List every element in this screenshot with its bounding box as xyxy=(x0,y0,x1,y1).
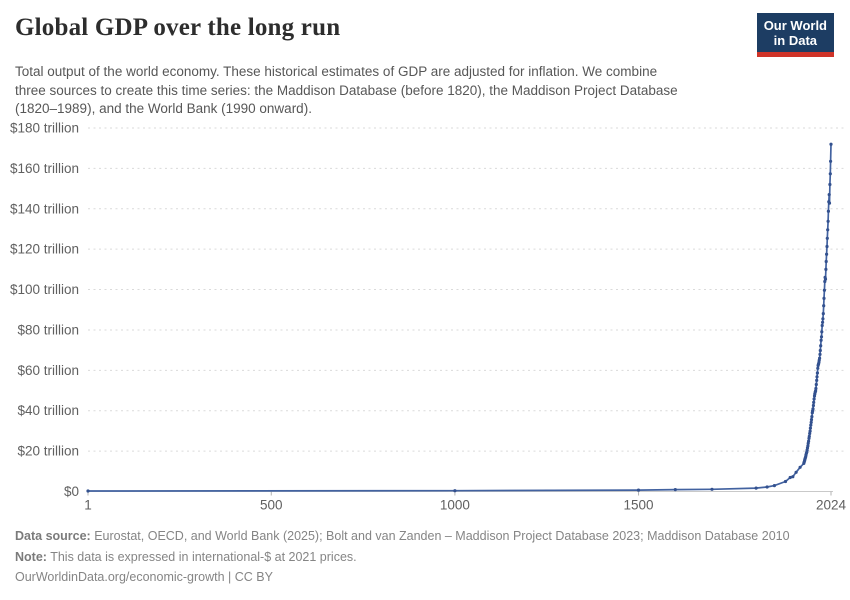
chart-footer: Data source: Eurostat, OECD, and World B… xyxy=(15,526,790,588)
y-axis-label: $40 trillion xyxy=(17,403,79,418)
gdp-data-point xyxy=(829,142,833,146)
y-axis-label: $180 trillion xyxy=(10,121,79,136)
gdp-data-point xyxy=(772,484,777,488)
footer-note: Note: This data is expressed in internat… xyxy=(15,547,790,568)
owid-logo-text-line1: Our World xyxy=(763,18,827,33)
gdp-data-point xyxy=(798,465,802,469)
x-axis-label: 1000 xyxy=(440,498,470,513)
gdp-data-point xyxy=(821,320,825,324)
gdp-data-point xyxy=(828,172,832,176)
x-axis-label: 1 xyxy=(84,498,92,513)
gdp-data-point xyxy=(821,317,825,321)
gdp-data-point xyxy=(822,304,826,308)
gdp-data-point xyxy=(807,434,811,438)
y-axis-label: $80 trillion xyxy=(17,322,79,337)
footer-note-text: This data is expressed in international-… xyxy=(50,549,357,564)
gdp-data-point xyxy=(818,352,822,356)
gdp-data-point xyxy=(825,236,829,240)
gdp-data-point xyxy=(453,489,457,493)
footer-source-text: Eurostat, OECD, and World Bank (2025); B… xyxy=(94,529,790,543)
y-axis-label: $140 trillion xyxy=(10,201,79,216)
gdp-data-point xyxy=(826,209,831,213)
gdp-data-point xyxy=(788,475,792,480)
gdp-data-point xyxy=(811,403,816,408)
gdp-data-point xyxy=(822,288,827,292)
gdp-data-point xyxy=(710,487,714,491)
chart-subtitle: Total output of the world economy. These… xyxy=(15,63,678,119)
gdp-data-point xyxy=(819,335,824,339)
gdp-data-point xyxy=(812,397,816,401)
gdp-data-point xyxy=(815,375,819,379)
gdp-line xyxy=(87,143,832,492)
gdp-data-point xyxy=(827,201,832,205)
gdp-data-point xyxy=(819,344,823,348)
chart-title: Global GDP over the long run xyxy=(15,14,341,41)
gdp-data-point xyxy=(823,279,827,284)
gdp-data-point xyxy=(808,431,812,436)
gdp-data-point xyxy=(820,323,824,328)
gdp-data-point xyxy=(806,444,810,448)
gdp-data-point xyxy=(824,267,828,271)
x-axis-label: 500 xyxy=(260,498,283,513)
gdp-data-point xyxy=(828,182,832,187)
gdp-data-point xyxy=(810,415,814,419)
owid-logo-text-line2: in Data xyxy=(773,33,818,48)
gdp-data-point xyxy=(809,420,813,424)
gdp-data-point xyxy=(807,439,811,443)
gdp-data-point xyxy=(820,330,824,334)
gdp-data-point xyxy=(86,489,90,493)
gdp-data-point xyxy=(819,338,823,342)
gdp-data-point xyxy=(823,277,828,281)
gdp-line-chart: $0 $20 trillion $40 trillion $60 trillion $8… xyxy=(10,121,847,513)
subtitle-line: (1820–1989), and the World Bank (1990 on… xyxy=(15,101,312,116)
gdp-data-point xyxy=(812,400,816,404)
subtitle-line: three sources to create this time series… xyxy=(15,82,678,98)
gdp-data-point xyxy=(815,371,820,375)
y-axis-label: $120 trillion xyxy=(10,242,79,257)
y-axis-label: $20 trillion xyxy=(17,444,79,459)
x-axis-label: 2024 xyxy=(816,498,847,513)
owid-logo: Our World in Data xyxy=(756,13,834,57)
gdp-data-point xyxy=(794,470,798,474)
gdp-data-point xyxy=(826,219,830,223)
gdp-data-point xyxy=(829,159,833,163)
footer-url[interactable]: OurWorldinData.org/economic-growth | CC … xyxy=(15,570,273,584)
gdp-data-point xyxy=(827,193,831,197)
y-axis-label: $160 trillion xyxy=(10,161,79,176)
gdp-data-point xyxy=(826,228,830,232)
gdp-data-point xyxy=(808,426,813,430)
gdp-data-point xyxy=(818,348,822,353)
gdp-data-point xyxy=(673,488,677,492)
gdp-data-point xyxy=(809,423,813,427)
gdp-data-point xyxy=(824,259,828,264)
footer-source-label: Data source: xyxy=(15,529,91,543)
footer-note-label: Note: xyxy=(15,549,47,564)
y-axis-label: $100 trillion xyxy=(10,282,79,297)
gdp-data-point xyxy=(825,244,829,249)
gdp-data-point xyxy=(815,378,819,382)
gdp-data-point xyxy=(821,312,825,316)
y-axis-label: $0 xyxy=(64,484,79,499)
y-axis-label: $60 trillion xyxy=(17,363,79,378)
gdp-data-point xyxy=(814,386,818,391)
gdp-data-point xyxy=(814,389,818,393)
gdp-data-point xyxy=(811,407,815,411)
gdp-data-point xyxy=(825,252,829,256)
gdp-data-point xyxy=(765,485,769,489)
footer-source: Data source: Eurostat, OECD, and World B… xyxy=(15,526,790,547)
gdp-data-point xyxy=(783,479,788,484)
gdp-data-point xyxy=(822,296,826,300)
gdp-data-point xyxy=(808,429,812,433)
gdp-data-point xyxy=(818,356,822,360)
x-axis-label: 1500 xyxy=(624,498,654,513)
gdp-data-point xyxy=(754,486,758,490)
gdp-data-point xyxy=(636,488,641,492)
gdp-data-point xyxy=(809,418,814,422)
subtitle-line: Total output of the world economy. These… xyxy=(15,64,658,79)
gdp-data-point xyxy=(816,366,820,370)
gdp-data-point xyxy=(791,475,795,479)
gdp-data-point xyxy=(814,382,818,387)
